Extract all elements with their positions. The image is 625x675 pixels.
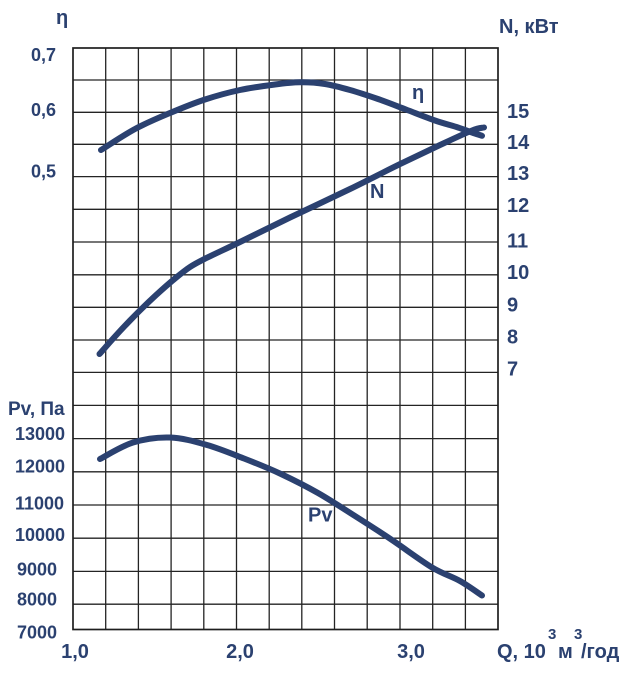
svg-text:0,6: 0,6 xyxy=(31,100,56,120)
svg-text:2,0: 2,0 xyxy=(226,641,254,663)
svg-text:13000: 13000 xyxy=(15,424,65,444)
svg-text:8000: 8000 xyxy=(17,590,57,610)
svg-text:12000: 12000 xyxy=(15,457,65,477)
svg-text:3: 3 xyxy=(548,626,556,643)
svg-text:1,0: 1,0 xyxy=(61,641,89,663)
svg-text:7000: 7000 xyxy=(17,623,57,643)
svg-text:10: 10 xyxy=(507,262,529,284)
svg-text:Pv, Па: Pv, Па xyxy=(8,399,65,420)
svg-text:12: 12 xyxy=(507,195,529,217)
svg-text:10000: 10000 xyxy=(15,525,65,545)
svg-text:м: м xyxy=(558,641,573,663)
svg-text:3,0: 3,0 xyxy=(397,641,425,663)
svg-text:0,7: 0,7 xyxy=(31,45,56,65)
svg-text:11000: 11000 xyxy=(15,494,64,514)
svg-text:8: 8 xyxy=(507,327,518,349)
svg-text:η: η xyxy=(56,7,68,29)
svg-text:0,5: 0,5 xyxy=(31,162,56,182)
svg-text:Pv: Pv xyxy=(308,505,333,527)
svg-text:9: 9 xyxy=(507,295,518,317)
svg-text:/год: /год xyxy=(581,641,620,663)
svg-text:η: η xyxy=(412,82,424,104)
svg-text:7: 7 xyxy=(507,359,518,381)
svg-text:Q, 10: Q, 10 xyxy=(497,641,546,663)
svg-text:14: 14 xyxy=(507,132,530,154)
svg-text:3: 3 xyxy=(574,626,582,643)
svg-text:13: 13 xyxy=(507,163,529,185)
svg-text:9000: 9000 xyxy=(17,560,57,580)
svg-text:15: 15 xyxy=(507,101,529,123)
svg-text:11: 11 xyxy=(507,231,528,253)
svg-text:N: N xyxy=(370,181,384,203)
svg-text:N, кВт: N, кВт xyxy=(499,16,559,38)
